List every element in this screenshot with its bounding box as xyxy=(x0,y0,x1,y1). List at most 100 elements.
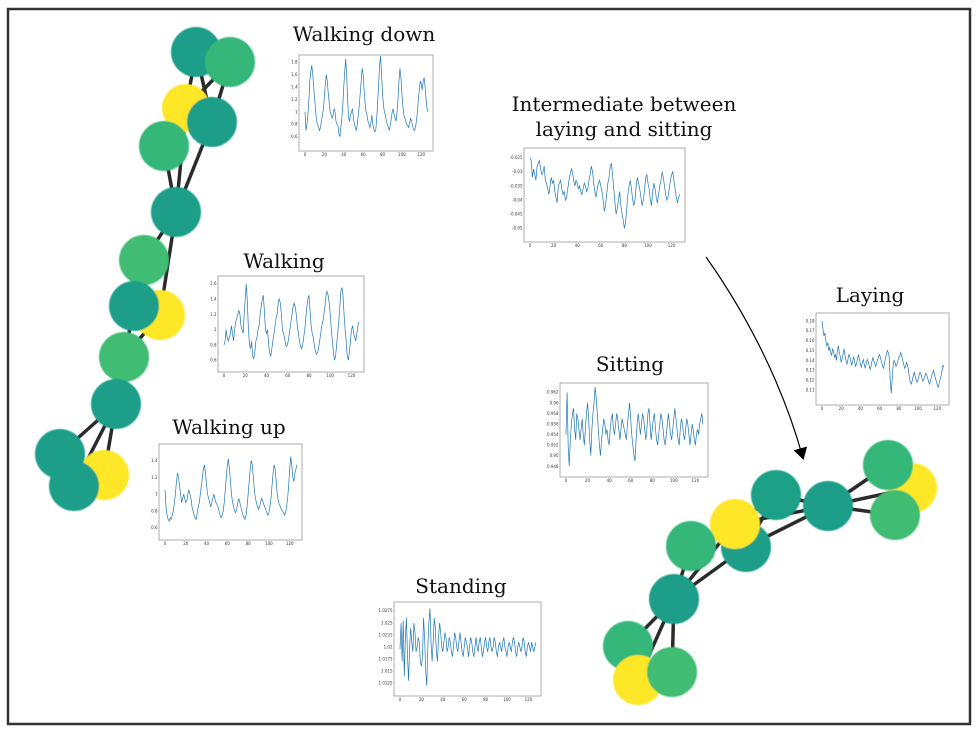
series-line xyxy=(565,386,704,467)
x-tick-label: 20 xyxy=(585,478,591,483)
series-line xyxy=(304,55,429,137)
y-tick-label: 0.954 xyxy=(547,432,559,437)
y-tick-label: 1.0175 xyxy=(379,656,393,661)
x-tick-label: 80 xyxy=(306,373,312,378)
x-tick-label: 100 xyxy=(326,373,334,378)
y-tick-label: 0.8 xyxy=(151,508,158,513)
mini-plot-walking: 0 20 40 60 80 100 120 0.6 0.8 1 1.2 1.4 1.6 xyxy=(210,275,365,378)
x-tick-label: 120 xyxy=(668,243,676,248)
x-tick-label: 40 xyxy=(575,243,581,248)
y-tick-label: 0.948 xyxy=(547,464,559,469)
y-tick-label: -0.04 xyxy=(512,197,523,202)
graph-node-teal xyxy=(187,97,237,147)
x-tick-label: 0 xyxy=(223,373,226,378)
y-tick-label: 1.2 xyxy=(210,312,217,317)
graph-node-teal xyxy=(91,379,141,429)
y-tick-label: 0.12 xyxy=(806,378,815,383)
y-tick-label: 0.16 xyxy=(806,338,815,343)
graph-node-green xyxy=(139,121,189,171)
graph-node-teal xyxy=(803,481,853,531)
x-tick-label: 80 xyxy=(380,152,386,157)
y-tick-label: 1.6 xyxy=(210,281,217,286)
y-tick-label: -0.035 xyxy=(510,183,523,188)
y-tick-label: -0.045 xyxy=(510,212,523,217)
graph-nodes xyxy=(603,440,937,705)
y-tick-label: 1 xyxy=(214,327,217,332)
y-tick-label: 0.13 xyxy=(806,368,815,373)
y-tick-label: 1.4 xyxy=(291,84,298,89)
y-tick-label: 0.15 xyxy=(806,348,815,353)
y-tick-label: 0.962 xyxy=(547,390,559,395)
y-tick-label: 1.2 xyxy=(151,475,158,480)
y-tick-label: 0.6 xyxy=(291,134,298,139)
label-intermediate-line1: Intermediate between xyxy=(512,92,737,116)
x-tick-label: 0 xyxy=(304,152,307,157)
label-walking: Walking xyxy=(243,249,325,273)
y-tick-label: 0.17 xyxy=(806,328,815,333)
x-tick-label: 20 xyxy=(839,406,845,411)
plot-frame xyxy=(298,54,434,152)
y-tick-label: -0.05 xyxy=(512,226,523,231)
x-tick-label: 60 xyxy=(462,697,468,702)
x-tick-label: 120 xyxy=(692,478,700,483)
x-tick-label: 40 xyxy=(264,373,270,378)
x-tick-label: 120 xyxy=(525,697,533,702)
mini-plot-walking-up: 0 20 40 60 80 100 120 0.6 0.8 1 1.2 1.4 xyxy=(151,443,303,546)
y-tick-label: 1.0125 xyxy=(379,681,393,686)
x-tick-label: 0 xyxy=(565,478,568,483)
y-tick-label: 1.8 xyxy=(291,60,298,65)
x-tick-label: 0 xyxy=(529,243,532,248)
graph-node-green xyxy=(863,440,913,490)
y-tick-label: 0.18 xyxy=(806,318,815,323)
y-tick-label: 0.96 xyxy=(550,400,559,405)
graph-node-teal xyxy=(49,461,99,511)
y-tick-label: 0.95 xyxy=(550,453,559,458)
graph-node-green xyxy=(666,521,716,571)
x-tick-label: 20 xyxy=(183,541,189,546)
x-tick-label: 80 xyxy=(483,697,489,702)
y-tick-label: 0.952 xyxy=(547,443,559,448)
x-tick-label: 80 xyxy=(622,243,628,248)
y-tick-label: 0.8 xyxy=(291,122,298,127)
x-tick-label: 120 xyxy=(417,152,425,157)
y-tick-label: 1 xyxy=(155,492,158,497)
x-tick-label: 40 xyxy=(440,697,446,702)
series-line xyxy=(223,283,360,361)
y-tick-label: -0.03 xyxy=(512,169,523,174)
x-tick-label: 100 xyxy=(398,152,406,157)
x-tick-label: 60 xyxy=(225,541,231,546)
mini-plot-walking-down: 0 20 40 60 80 100 120 0.6 0.8 1 1.2 1.4 1.6 1.8 xyxy=(291,54,434,157)
x-tick-label: 20 xyxy=(419,697,425,702)
y-tick-label: 1 xyxy=(295,109,298,114)
graph-node-yellow xyxy=(710,499,760,549)
x-tick-label: 60 xyxy=(598,243,604,248)
series-line xyxy=(821,320,945,394)
mini-plot-laying: 0 20 40 60 80 100 120 0.11 0.12 0.13 0.14 0.15 0.16 0… xyxy=(806,312,950,411)
x-tick-label: 80 xyxy=(896,406,902,411)
graph-node-green xyxy=(647,647,697,697)
graph-node-teal xyxy=(751,470,801,520)
x-tick-label: 100 xyxy=(670,478,678,483)
label-sitting: Sitting xyxy=(596,352,664,376)
y-tick-label: -0.025 xyxy=(510,155,523,160)
x-tick-label: 60 xyxy=(628,478,634,483)
y-tick-label: 0.8 xyxy=(210,342,217,347)
x-tick-label: 40 xyxy=(204,541,210,546)
y-tick-label: 1.6 xyxy=(291,72,298,77)
y-tick-label: 1.0275 xyxy=(379,608,393,613)
graph-node-teal xyxy=(109,281,159,331)
graph-node-green xyxy=(99,332,149,382)
series-line xyxy=(164,456,298,522)
graph-node-green xyxy=(119,235,169,285)
x-tick-label: 40 xyxy=(858,406,864,411)
series-line xyxy=(529,157,681,229)
y-tick-label: 0.6 xyxy=(151,525,158,530)
x-tick-label: 120 xyxy=(933,406,941,411)
mini-plot-sitting: 0 20 40 60 80 100 120 0.948 0.95 0.952 0.954 0.956 0… xyxy=(547,382,709,483)
plot-frame xyxy=(158,443,303,541)
graph-left-cluster xyxy=(35,27,255,511)
x-tick-label: 80 xyxy=(650,478,656,483)
x-tick-label: 20 xyxy=(243,373,249,378)
